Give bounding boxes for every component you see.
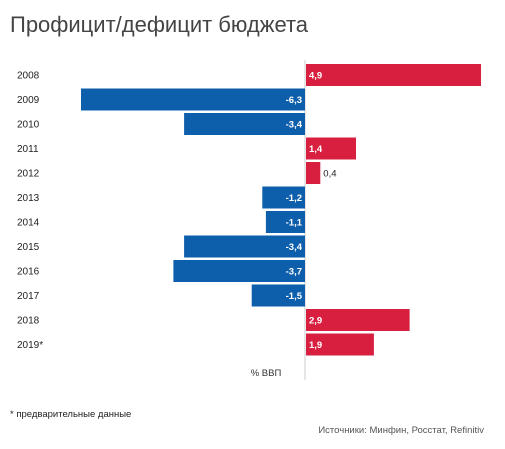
- chart-title: Профицит/дефицит бюджета: [10, 12, 309, 37]
- data-label: -1,1: [286, 218, 303, 229]
- category-label: 2018: [17, 316, 40, 327]
- category-label: 2011: [17, 144, 39, 155]
- data-label: 4,9: [309, 71, 322, 82]
- category-label: 2012: [17, 169, 40, 180]
- data-label: 1,4: [309, 144, 323, 155]
- sources-note: Источники: Минфин, Росстат, Refinitiv: [318, 425, 484, 436]
- bar: [251, 284, 305, 307]
- category-label: 2016: [17, 267, 40, 278]
- data-label: -3,4: [286, 120, 303, 131]
- category-label: 2019*: [17, 340, 43, 351]
- bar: [173, 260, 305, 282]
- x-axis-label: % ВВП: [251, 368, 282, 379]
- bar: [265, 211, 305, 233]
- data-label: -3,4: [286, 242, 303, 253]
- data-label: 1,9: [309, 340, 322, 351]
- bar: [306, 333, 374, 356]
- category-label: 2010: [17, 120, 40, 131]
- bar: [184, 113, 305, 135]
- bar: [184, 235, 305, 258]
- category-label: 2008: [17, 71, 40, 82]
- data-label: 2,9: [309, 316, 322, 327]
- data-label: -1,5: [286, 291, 303, 302]
- bar: [81, 88, 305, 111]
- bar: [306, 64, 481, 86]
- category-label: 2009: [17, 95, 40, 106]
- bar: [262, 186, 305, 209]
- data-label: -1,2: [286, 193, 302, 204]
- category-label: 2015: [17, 242, 40, 253]
- data-label: -3,7: [286, 267, 302, 278]
- data-label: -6,3: [286, 95, 302, 106]
- category-label: 2013: [17, 193, 40, 204]
- bar: [306, 137, 356, 160]
- category-label: 2017: [17, 291, 40, 302]
- category-label: 2014: [17, 218, 40, 229]
- data-label: 0,4: [323, 169, 336, 180]
- bar: [306, 309, 410, 331]
- footnote: * предварительные данные: [10, 409, 132, 420]
- bar: [306, 162, 321, 184]
